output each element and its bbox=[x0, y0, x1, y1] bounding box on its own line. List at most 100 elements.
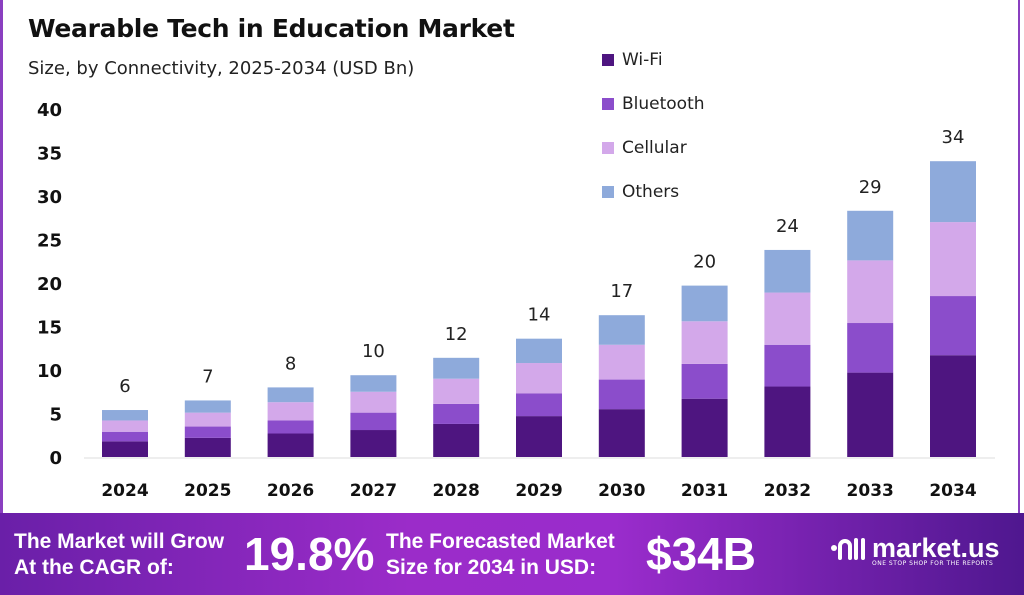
bar-segment-others bbox=[847, 210, 894, 261]
legend-item-wifi: Wi-Fi bbox=[602, 38, 705, 82]
bar-segment-cellular bbox=[433, 378, 480, 404]
bar-segment-wifi bbox=[847, 372, 894, 457]
y-tick-label: 15 bbox=[37, 318, 62, 339]
bar-segment-others bbox=[930, 161, 976, 223]
bar-segment-others bbox=[681, 285, 728, 322]
bar-segment-wifi bbox=[598, 409, 645, 457]
logo-icon bbox=[831, 537, 865, 560]
bar-segment-wifi bbox=[267, 433, 314, 457]
forecast-value: $34B bbox=[646, 528, 756, 580]
cagr-text-line: The Market will Grow bbox=[14, 530, 225, 553]
x-tick-label: 2030 bbox=[598, 481, 645, 501]
bar-segment-bluetooth bbox=[930, 296, 976, 356]
bar-segment-bluetooth bbox=[764, 344, 811, 387]
y-tick-label: 25 bbox=[37, 231, 62, 252]
bar-segment-wifi bbox=[516, 416, 562, 457]
cagr-text: The Market will Grow At the CAGR of: bbox=[14, 529, 224, 581]
bar-segment-bluetooth bbox=[267, 420, 314, 434]
total-label: 29 bbox=[859, 177, 882, 198]
bar-segment-wifi bbox=[433, 423, 480, 457]
cagr-value: 19.8% bbox=[244, 528, 375, 580]
x-tick-label: 2034 bbox=[929, 481, 976, 501]
bar-segment-cellular bbox=[681, 321, 728, 364]
legend-swatch bbox=[602, 142, 614, 154]
x-tick-label: 2027 bbox=[350, 481, 397, 501]
total-label: 10 bbox=[362, 341, 385, 362]
bar-segment-wifi bbox=[681, 398, 728, 457]
bar-segment-others bbox=[267, 387, 314, 403]
y-tick-label: 30 bbox=[37, 187, 62, 208]
y-tick-label: 35 bbox=[37, 144, 62, 165]
bar-segment-bluetooth bbox=[847, 323, 894, 373]
bar-segment-wifi bbox=[102, 441, 148, 457]
stacked-bar-chart: 0510152025303540620247202582026102027122… bbox=[37, 100, 995, 501]
x-tick-label: 2029 bbox=[515, 481, 562, 501]
legend-label: Others bbox=[622, 182, 680, 202]
legend-item-bluetooth: Bluetooth bbox=[602, 82, 705, 126]
logo-tagline: ONE STOP SHOP FOR THE REPORTS bbox=[872, 560, 994, 567]
bar-segment-cellular bbox=[267, 402, 314, 421]
legend-label: Cellular bbox=[622, 138, 687, 158]
y-tick-label: 0 bbox=[49, 448, 62, 469]
cagr-text-line: At the CAGR of: bbox=[14, 556, 174, 579]
legend-swatch bbox=[602, 186, 614, 198]
x-tick-label: 2024 bbox=[101, 481, 148, 501]
legend-label: Bluetooth bbox=[622, 94, 705, 114]
x-tick-label: 2033 bbox=[847, 481, 894, 501]
bar-segment-cellular bbox=[516, 363, 562, 394]
bar-segment-bluetooth bbox=[681, 363, 728, 399]
x-tick-label: 2025 bbox=[184, 481, 231, 501]
bar-segment-cellular bbox=[598, 344, 645, 380]
legend: Wi-Fi Bluetooth Cellular Others bbox=[602, 38, 705, 214]
bar-segment-wifi bbox=[184, 437, 231, 457]
total-label: 7 bbox=[202, 366, 213, 387]
bar-segment-cellular bbox=[184, 412, 231, 427]
bar-segment-cellular bbox=[102, 420, 148, 432]
bar-segment-others bbox=[764, 249, 811, 293]
bar-segment-others bbox=[350, 375, 397, 392]
x-tick-label: 2026 bbox=[267, 481, 314, 501]
total-label: 6 bbox=[119, 376, 130, 397]
bar-segment-bluetooth bbox=[102, 431, 148, 442]
total-label: 17 bbox=[610, 281, 633, 302]
bar-segment-wifi bbox=[350, 430, 397, 457]
bar-segment-others bbox=[516, 338, 562, 364]
total-label: 20 bbox=[693, 252, 716, 273]
bar-segment-bluetooth bbox=[350, 412, 397, 431]
total-label: 24 bbox=[776, 216, 799, 237]
x-tick-label: 2028 bbox=[433, 481, 480, 501]
market-us-logo: market.us ONE STOP SHOP FOR THE REPORTS bbox=[830, 533, 1000, 567]
y-tick-label: 20 bbox=[37, 274, 62, 295]
bar-segment-bluetooth bbox=[433, 403, 480, 424]
bar-segment-cellular bbox=[847, 260, 894, 324]
x-tick-label: 2031 bbox=[681, 481, 728, 501]
footer-banner: The Market will Grow At the CAGR of: 19.8… bbox=[0, 513, 1024, 595]
bar-segment-others bbox=[102, 410, 148, 421]
total-label: 12 bbox=[445, 324, 468, 345]
y-tick-label: 5 bbox=[49, 405, 62, 426]
chart-subtitle: Size, by Connectivity, 2025-2034 (USD Bn… bbox=[28, 58, 415, 79]
legend-item-others: Others bbox=[602, 170, 705, 214]
chart-frame bbox=[0, 0, 1020, 513]
forecast-text-line: Size for 2034 in USD: bbox=[386, 556, 597, 579]
bar-segment-cellular bbox=[350, 391, 397, 413]
bar-segment-cellular bbox=[930, 222, 976, 297]
total-label: 34 bbox=[942, 127, 965, 148]
legend-swatch bbox=[602, 54, 614, 66]
x-tick-label: 2032 bbox=[764, 481, 811, 501]
chart-title: Wearable Tech in Education Market bbox=[28, 14, 515, 43]
logo-name: market.us bbox=[872, 533, 1000, 563]
legend-item-cellular: Cellular bbox=[602, 126, 705, 170]
total-label: 14 bbox=[528, 305, 551, 326]
forecast-text: The Forecasted Market Size for 2034 in US… bbox=[386, 529, 615, 581]
legend-label: Wi-Fi bbox=[622, 50, 663, 70]
legend-swatch bbox=[602, 98, 614, 110]
bar-segment-wifi bbox=[930, 355, 976, 457]
bar-segment-bluetooth bbox=[184, 426, 231, 438]
bar-segment-others bbox=[433, 357, 480, 379]
bar-segment-others bbox=[598, 315, 645, 345]
bar-segment-bluetooth bbox=[516, 393, 562, 417]
y-tick-label: 10 bbox=[37, 361, 62, 382]
y-tick-label: 40 bbox=[37, 100, 62, 121]
bar-segment-bluetooth bbox=[598, 379, 645, 410]
